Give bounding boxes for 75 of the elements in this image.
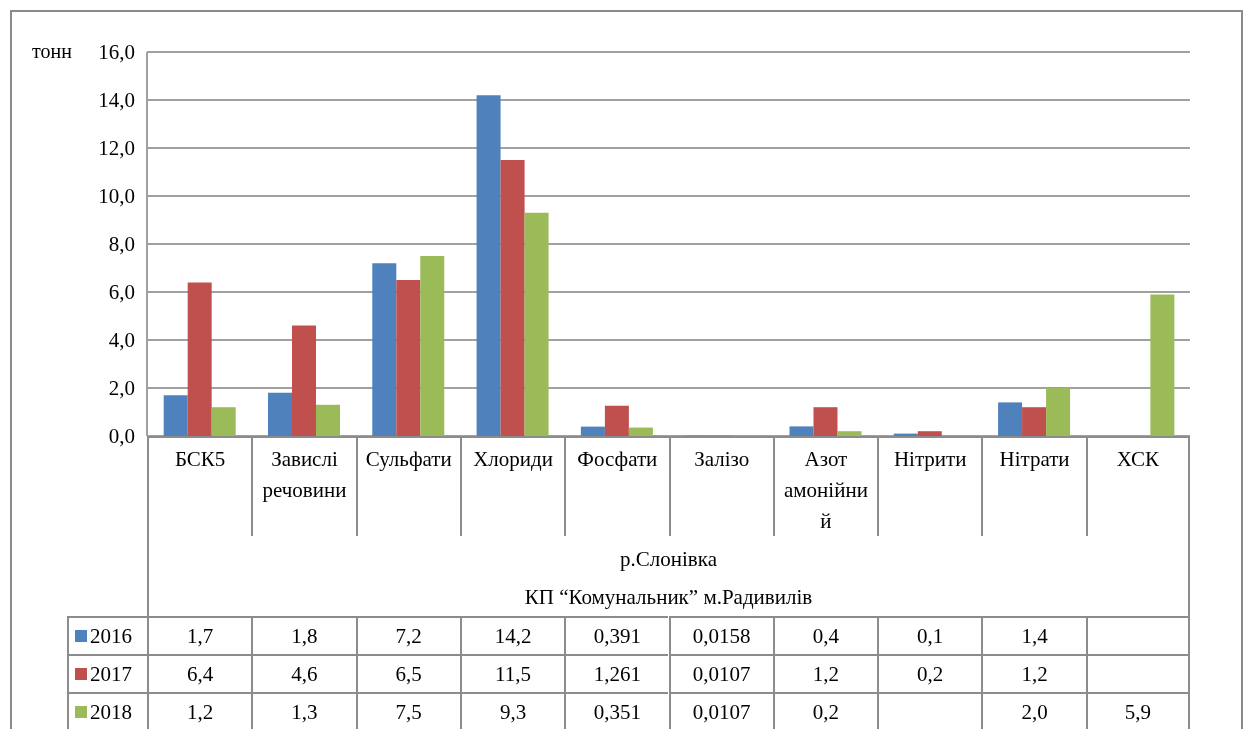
data-label: 0,0107 [668, 692, 773, 730]
bar [420, 256, 445, 436]
bar [628, 427, 653, 436]
bar [917, 431, 942, 436]
bar [604, 405, 629, 436]
data-label: 1,4 [981, 616, 1086, 654]
x-tick-label: Залізо [668, 436, 773, 536]
y-tick-label: 16,0 [98, 40, 135, 65]
y-tick-label: 10,0 [98, 184, 135, 209]
data-label: 0,391 [564, 616, 669, 654]
data-label: 0,4 [772, 616, 878, 654]
bar [837, 431, 862, 436]
x-tick-label: Нітрати [981, 436, 1086, 536]
data-label: 1,2 [772, 654, 878, 692]
bar [1150, 294, 1175, 436]
data-label: 1,261 [564, 654, 669, 692]
x-tick-label: Азот амонійний [772, 436, 878, 536]
y-tick-label: 2,0 [108, 376, 135, 401]
data-label: 7,2 [355, 616, 460, 654]
x-tick-label: Нітрити [877, 436, 982, 536]
data-label: 7,5 [355, 692, 460, 730]
text: КП “Комунальник” м.Радивилів [523, 584, 814, 611]
bar [476, 95, 501, 436]
data-label: 1,2 [147, 692, 252, 730]
data-label: 0,1 [877, 616, 982, 654]
text: р.Слонівка [619, 546, 718, 573]
data-label: 14,2 [459, 616, 565, 654]
data-label: 0,2 [877, 654, 982, 692]
bar [1046, 388, 1071, 436]
x-tick-label: ХСК [1085, 436, 1190, 536]
x-tick-label: Завислі речовини [251, 436, 356, 536]
data-label: 2,0 [981, 692, 1086, 730]
x-tick-label: Сульфати [355, 436, 460, 536]
y-tick-label: 8,0 [108, 232, 135, 257]
data-label: 0,0158 [668, 616, 773, 654]
data-label: 11,5 [459, 654, 565, 692]
y-tick-label: 12,0 [98, 136, 135, 161]
legend-label: 2016 [90, 623, 132, 649]
bar [315, 404, 340, 436]
data-label: 0,351 [564, 692, 669, 730]
bar [813, 407, 838, 436]
data-label: 6,4 [147, 654, 252, 692]
data-label: 6,5 [355, 654, 460, 692]
data-label: 0,2 [772, 692, 878, 730]
x-tick-label: Фосфати [564, 436, 669, 536]
y-axis-title: тонн [32, 39, 72, 64]
data-label: 4,6 [251, 654, 356, 692]
bar [524, 212, 549, 436]
bar [267, 392, 292, 436]
bar [291, 325, 316, 436]
x-tick-label: Хлориди [459, 436, 565, 536]
bar [580, 426, 605, 436]
bar [998, 402, 1023, 436]
x-tick-label: БСК5 [147, 436, 252, 536]
data-label: 1,2 [981, 654, 1086, 692]
bar [163, 395, 188, 436]
legend-label: 2017 [90, 661, 132, 687]
data-label: 0,0107 [668, 654, 773, 692]
legend-label: 2018 [90, 699, 132, 725]
data-label: 9,3 [459, 692, 565, 730]
y-tick-label: 14,0 [98, 88, 135, 113]
bar [211, 407, 236, 436]
bar [372, 263, 397, 436]
data-label: 1,8 [251, 616, 356, 654]
bar [1022, 407, 1047, 436]
y-tick-label: 6,0 [108, 280, 135, 305]
bar [500, 160, 525, 436]
data-label: 5,9 [1085, 692, 1190, 730]
y-tick-label: 4,0 [108, 328, 135, 353]
data-label: 1,7 [147, 616, 252, 654]
bar [187, 282, 212, 436]
bar [396, 280, 421, 436]
data-label: 1,3 [251, 692, 356, 730]
bar [789, 426, 814, 436]
y-tick-label: 0,0 [108, 424, 135, 449]
